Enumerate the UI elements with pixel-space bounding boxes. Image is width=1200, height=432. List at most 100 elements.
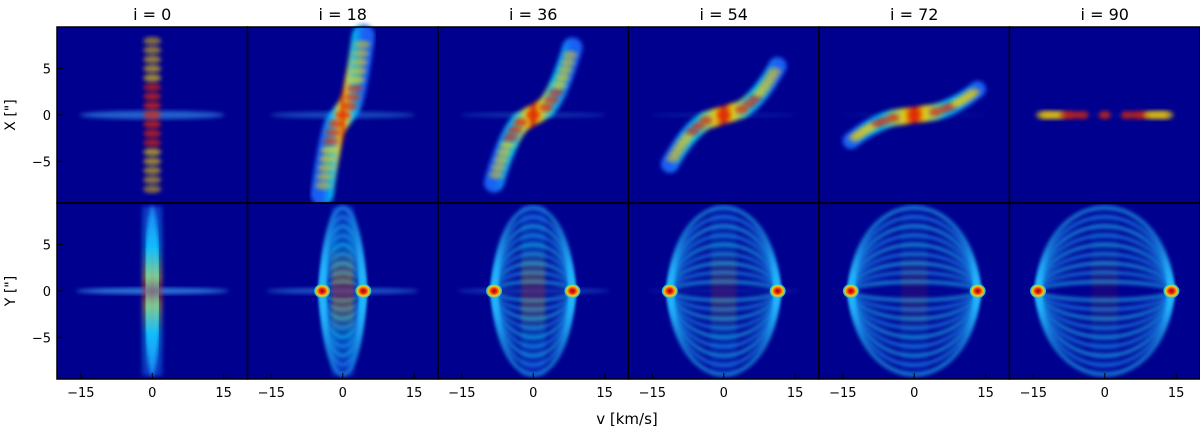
pv-knot <box>489 170 504 179</box>
x-tick-label: 15 <box>787 386 804 401</box>
pv-knot <box>334 111 351 119</box>
pv-knot <box>548 88 564 97</box>
central-band <box>521 206 546 376</box>
limb-hotspot <box>661 284 678 298</box>
x-tick-label: 0 <box>148 386 156 401</box>
pv-knot <box>1161 111 1174 119</box>
panels-group <box>56 18 1200 380</box>
panel-bottom-0 <box>57 203 248 379</box>
pv-knot <box>346 84 363 93</box>
panel-top-0 <box>57 18 248 212</box>
x-tick-label: 0 <box>529 386 537 401</box>
x-tick-label: 0 <box>339 386 347 401</box>
central-band <box>1091 206 1119 376</box>
pv-knot <box>512 118 528 127</box>
pv-knot <box>562 51 578 60</box>
panel-title: i = 18 <box>319 5 367 24</box>
x-tick-label: 15 <box>406 386 423 401</box>
central-band <box>900 206 928 376</box>
pv-knot <box>1120 111 1133 119</box>
pv-knot <box>143 185 162 194</box>
x-tick-label: 15 <box>596 386 613 401</box>
panel-title: i = 72 <box>890 5 938 24</box>
pv-knot <box>1076 111 1089 119</box>
x-tick-label: 15 <box>977 386 994 401</box>
pv-knot <box>143 138 162 147</box>
pv-knot <box>143 157 162 166</box>
pv-knot <box>319 155 336 164</box>
pv-knot <box>539 103 554 112</box>
limb-hotspot <box>355 284 372 298</box>
central-band <box>142 206 163 376</box>
pv-knot <box>348 75 365 84</box>
y-tick-label: 0 <box>43 109 51 124</box>
panel-top-36 <box>438 27 629 203</box>
limb-hotspot <box>969 284 986 298</box>
panel-title: i = 54 <box>700 5 748 24</box>
y-tick-label: −5 <box>32 155 51 170</box>
pv-knot <box>327 119 344 128</box>
panel-title: i = 36 <box>509 5 557 24</box>
panel-top-18 <box>247 24 438 206</box>
pv-knot <box>1067 111 1080 119</box>
titles-group: i = 0 i = 18 i = 36 i = 54 i = 72 i = 90 <box>133 5 1129 24</box>
x-tick-label: 0 <box>1101 386 1109 401</box>
pv-knot <box>143 129 162 138</box>
limb-hotspot <box>769 284 786 298</box>
pv-knot <box>315 181 332 190</box>
limb-hotspot <box>314 284 331 298</box>
panel-title: i = 0 <box>133 5 171 24</box>
x-tick-label: −15 <box>639 386 666 401</box>
pv-knot <box>494 155 509 164</box>
y-tick-label: 5 <box>43 63 51 78</box>
pv-knot <box>316 172 333 181</box>
pv-knot <box>507 125 523 134</box>
y-tick-label: 0 <box>43 285 51 300</box>
x-tick-label: 15 <box>215 386 232 401</box>
pv-knot <box>558 66 573 75</box>
panel-top-90 <box>1009 27 1200 203</box>
pv-knot <box>143 73 162 82</box>
pv-knot <box>143 166 162 175</box>
pv-knot <box>544 96 559 105</box>
pv-knot <box>324 128 342 137</box>
pv-knot <box>143 46 162 55</box>
x-tick-label: −15 <box>67 386 94 401</box>
central-band <box>710 206 737 376</box>
x-axis-label: v [km/s] <box>596 410 658 428</box>
pv-knot <box>552 81 567 90</box>
pv-knot <box>143 101 162 110</box>
x-tick-label: 15 <box>1168 386 1185 401</box>
pv-knot <box>143 148 162 157</box>
x-tick-label: −15 <box>829 386 856 401</box>
pv-knot <box>350 66 367 75</box>
x-tick-label: −15 <box>258 386 285 401</box>
x-tick-label: 0 <box>910 386 918 401</box>
pv-knot <box>886 113 900 122</box>
pv-knot <box>143 64 162 73</box>
pv-knot <box>354 40 371 49</box>
limb-hotspot <box>842 284 859 298</box>
pv-knot <box>717 111 731 119</box>
panel-bottom-90 <box>1009 203 1200 379</box>
pv-knot <box>352 49 369 58</box>
x-tick-label: −15 <box>448 386 475 401</box>
y-tick-label: −5 <box>32 331 51 346</box>
panel-bottom-36 <box>438 203 629 379</box>
limb-hotspot <box>1163 284 1180 298</box>
pv-knot <box>143 92 162 101</box>
y-tick-label: 5 <box>43 239 51 254</box>
pv-knot <box>320 146 338 155</box>
pv-knot <box>344 93 361 102</box>
pv-knot <box>735 105 749 114</box>
pv-knot <box>908 111 921 119</box>
row-ylabel-bottom: Y ["] <box>3 276 19 307</box>
panel-bottom-72 <box>819 203 1010 379</box>
pv-knot <box>341 102 358 111</box>
panel-bottom-54 <box>628 203 819 379</box>
limb-hotspot <box>564 284 581 298</box>
pv-knot <box>967 88 981 97</box>
pv-knot <box>691 121 705 130</box>
x-tick-label: 0 <box>720 386 728 401</box>
limb-hotspot <box>1030 284 1047 298</box>
